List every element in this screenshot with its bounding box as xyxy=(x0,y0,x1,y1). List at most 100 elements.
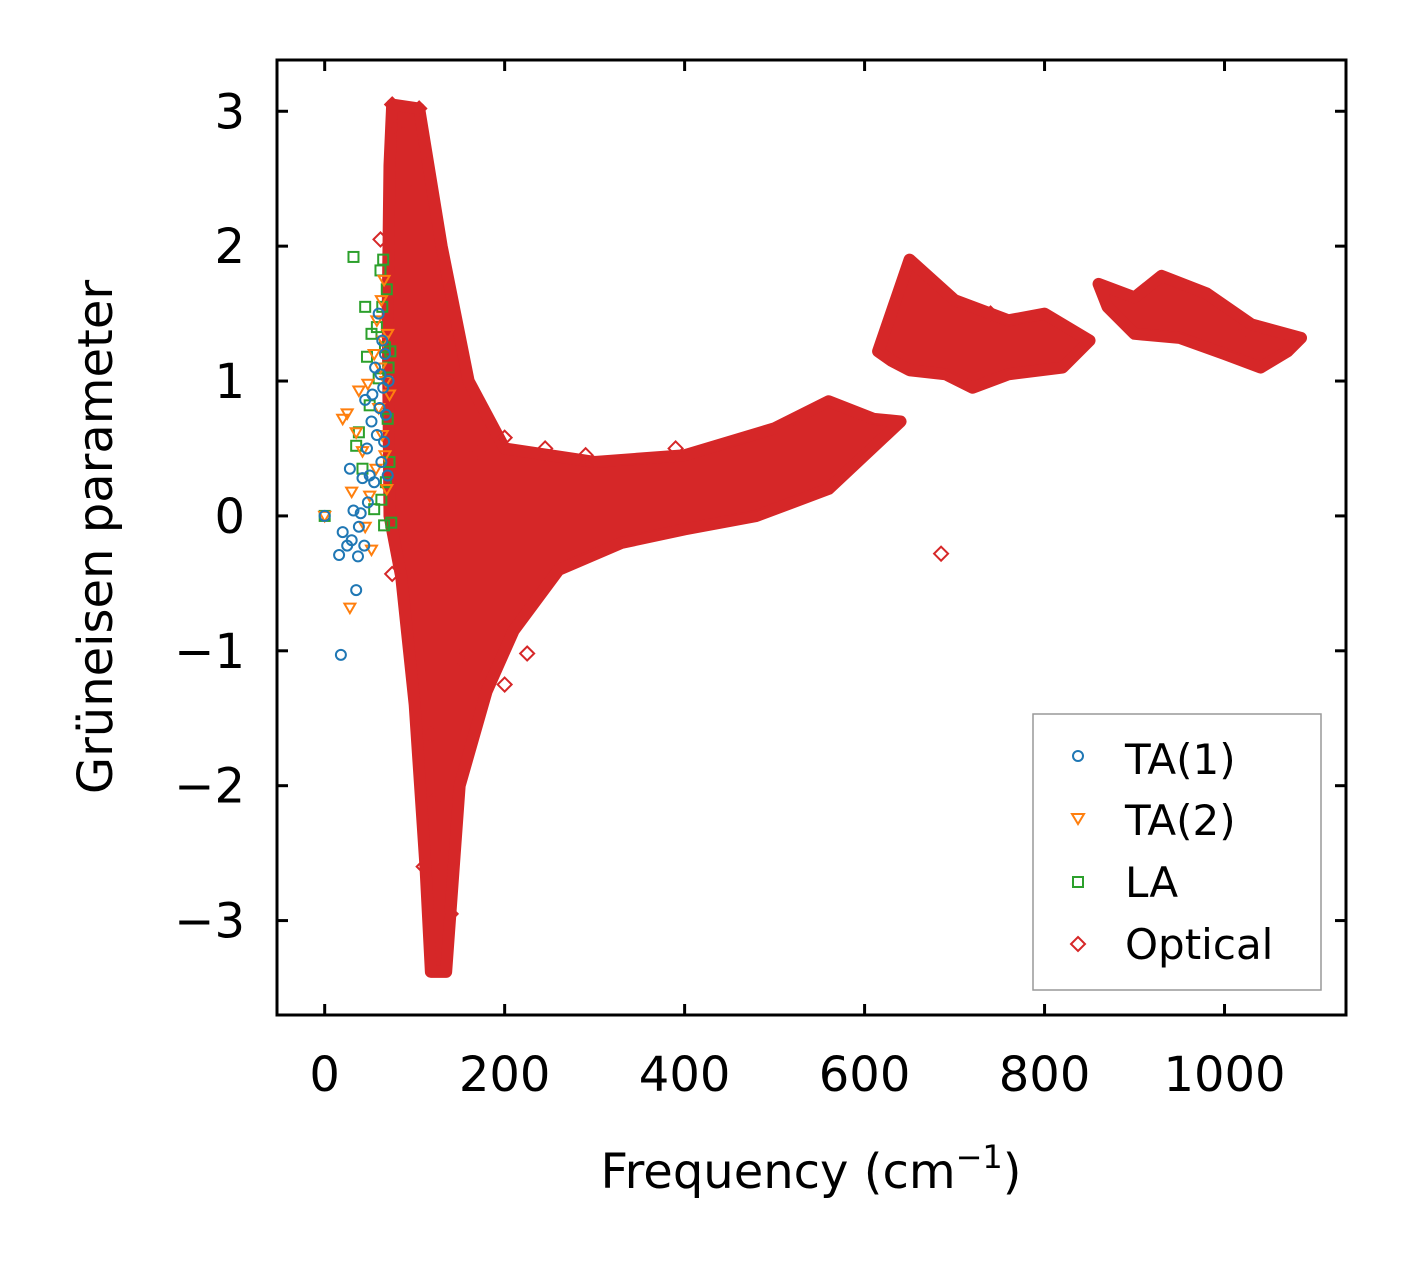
ta1-point xyxy=(354,507,367,520)
la-point xyxy=(359,300,372,313)
ta1-point xyxy=(378,348,391,361)
optical-dense-region xyxy=(1092,269,1308,374)
la-point xyxy=(350,439,363,452)
la-point xyxy=(379,476,392,489)
x-tick-label: 1000 xyxy=(1163,1047,1285,1103)
ta1-point xyxy=(356,472,369,485)
ta2-point xyxy=(362,490,377,504)
ta2-point xyxy=(348,427,364,440)
legend-entry-ta2: TA(2) xyxy=(1070,796,1236,845)
optical-point xyxy=(424,793,442,811)
y-tick-label: −1 xyxy=(174,624,245,680)
optical-point xyxy=(982,305,999,323)
optical-point xyxy=(415,858,433,876)
optical-dense-region xyxy=(872,253,1096,394)
optical-point xyxy=(536,440,554,457)
optical-point xyxy=(383,565,401,583)
ta1-point xyxy=(361,496,374,509)
ta2-point xyxy=(364,544,379,558)
optical-point xyxy=(410,100,428,117)
ta2-point xyxy=(382,389,397,403)
la-point xyxy=(383,455,396,468)
ta2-point xyxy=(351,385,367,398)
x-tick-label: 600 xyxy=(819,1047,911,1103)
ta2-point xyxy=(360,378,376,392)
legend-marker-ta1 xyxy=(1072,750,1084,762)
axes-frame xyxy=(275,58,1348,1017)
optical-point xyxy=(577,446,595,464)
ta1-point xyxy=(318,509,331,522)
y-tick-label: 0 xyxy=(214,489,245,545)
ta1-point xyxy=(351,550,364,563)
ta1-point xyxy=(358,539,371,552)
legend-marker-ta2 xyxy=(1070,813,1086,826)
x-tick-label: 800 xyxy=(999,1047,1091,1103)
ta1-point xyxy=(382,375,395,388)
y-tick-label: 2 xyxy=(214,219,245,275)
ta2-point xyxy=(357,521,373,535)
optical-point xyxy=(372,230,389,248)
ta2-point xyxy=(375,429,390,443)
y-axis-label: Grüneisen parameter xyxy=(68,280,124,795)
ta1-point xyxy=(381,469,394,482)
la-point xyxy=(380,283,393,296)
legend-marker-optical xyxy=(1069,935,1087,953)
ta1-point xyxy=(333,549,346,562)
ta1-point xyxy=(372,307,385,320)
ta1-point xyxy=(350,584,363,597)
series-layer xyxy=(317,96,1308,978)
optical-point xyxy=(496,429,514,447)
ticks-layer: 0 200 400 600 800 1000 3 2 1 0 −1 −2 −3 xyxy=(174,60,1346,1103)
la-point xyxy=(368,503,381,516)
ta2-point xyxy=(374,295,389,308)
legend: TA(1) TA(2) LA Optical xyxy=(1032,713,1322,991)
optical-point xyxy=(415,143,433,161)
optical-point xyxy=(388,119,406,136)
ta1-point xyxy=(336,526,349,539)
ta1-point xyxy=(366,388,379,401)
ta1-point xyxy=(347,504,360,517)
series-optical xyxy=(372,96,1308,978)
optical-point xyxy=(518,645,536,662)
ta1-point xyxy=(334,648,347,661)
ta1-point xyxy=(352,520,365,533)
ta2-point xyxy=(339,408,355,421)
ta1-point xyxy=(374,368,387,381)
legend-entry-la: LA xyxy=(1072,858,1178,907)
ta1-point xyxy=(375,455,388,468)
optical-point xyxy=(383,96,401,113)
y-tick-label: 3 xyxy=(214,84,245,140)
optical-point xyxy=(932,545,950,563)
ta2-point xyxy=(344,486,359,500)
optical-point xyxy=(496,676,514,693)
ta2-point xyxy=(366,349,382,362)
la-point xyxy=(376,300,389,313)
optical-point xyxy=(442,905,460,923)
la-point xyxy=(375,493,388,506)
x-tick-label: 0 xyxy=(309,1047,340,1103)
ta1-point xyxy=(373,402,386,415)
series-ta1 xyxy=(318,307,395,661)
ta1-point xyxy=(376,334,389,347)
legend-label-la: LA xyxy=(1125,858,1178,907)
ta1-point xyxy=(368,476,381,489)
ta1-point xyxy=(343,462,356,475)
legend-entry-optical: Optical xyxy=(1069,920,1273,969)
ta1-point xyxy=(345,534,358,547)
ta2-point xyxy=(373,362,388,376)
y-tick-label: −3 xyxy=(174,894,245,950)
ta1-point xyxy=(360,442,373,455)
legend-entry-ta1: TA(1) xyxy=(1072,735,1236,784)
x-tick-label: 400 xyxy=(639,1047,731,1103)
la-point xyxy=(378,519,391,532)
la-point xyxy=(377,253,390,266)
ta1-point xyxy=(365,415,378,428)
ta2-point xyxy=(342,602,358,616)
la-point xyxy=(347,250,360,263)
x-tick-label: 200 xyxy=(459,1047,551,1103)
ta1-point xyxy=(370,428,383,441)
x-axis-label: Frequency (cm−1) xyxy=(600,1138,1021,1200)
la-point xyxy=(385,516,398,529)
legend-marker-la xyxy=(1072,876,1084,888)
ta2-point xyxy=(380,328,395,342)
